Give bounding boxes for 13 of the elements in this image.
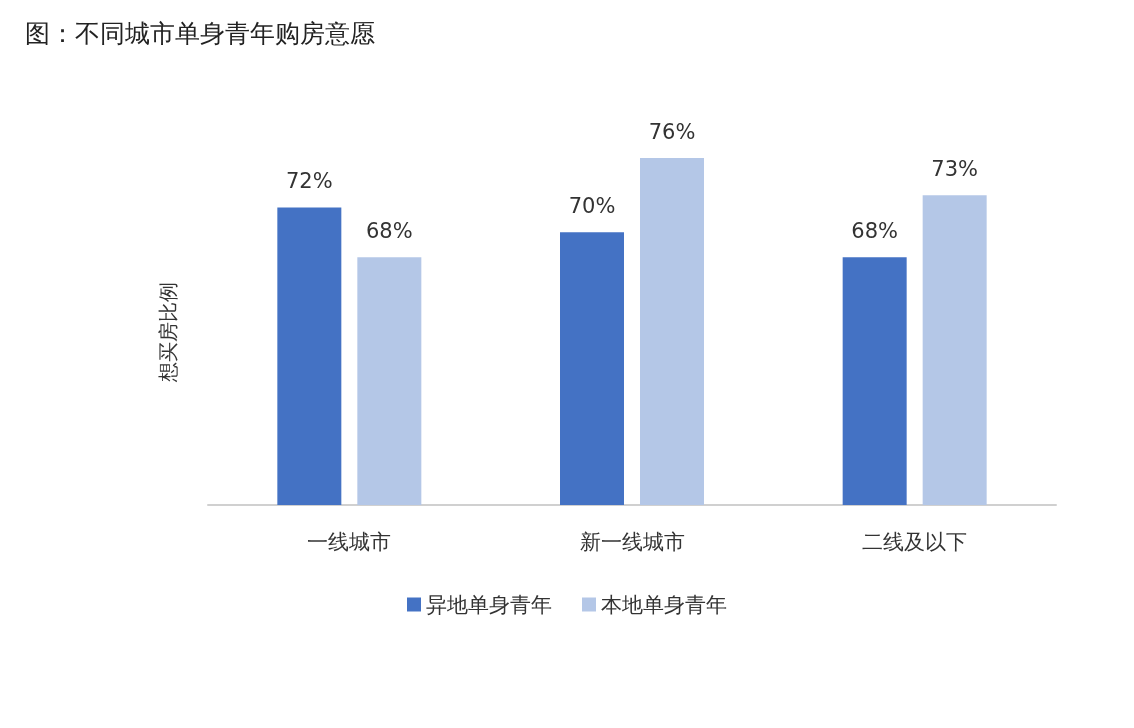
legend-label: 异地单身青年 (426, 592, 552, 617)
chart-title: 图：不同城市单身青年购房意愿 (25, 19, 375, 48)
x-tick-label: 新一线城市 (579, 529, 685, 554)
legend-label: 本地单身青年 (601, 592, 727, 617)
x-tick-label: 二线及以下 (862, 529, 968, 554)
y-axis-title: 想买房比例 (156, 281, 180, 383)
data-label: 68% (851, 218, 899, 243)
data-label: 70% (568, 193, 616, 218)
data-label: 76% (648, 119, 696, 144)
data-label: 73% (931, 156, 979, 181)
data-label: 68% (365, 218, 413, 243)
data-label: 72% (285, 169, 333, 194)
x-tick-label: 一线城市 (307, 529, 392, 554)
